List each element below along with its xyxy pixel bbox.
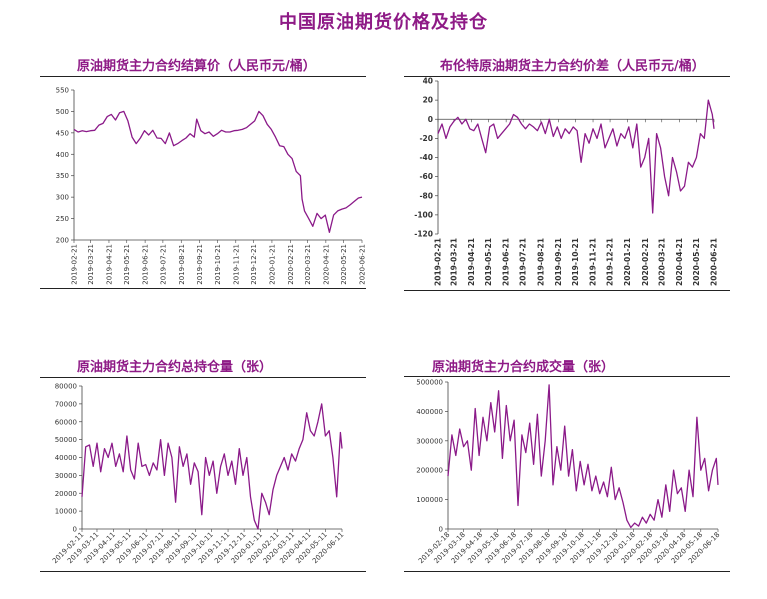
y-tick-label: -40 bbox=[419, 153, 433, 162]
x-tick-label: 2019-06-21 bbox=[142, 244, 150, 285]
series-line bbox=[81, 403, 343, 530]
y-tick-label: 300 bbox=[56, 194, 69, 202]
x-tick-label: 2019-02-21 bbox=[434, 238, 443, 286]
y-tick-label: -60 bbox=[419, 172, 433, 181]
y-tick-label: -120 bbox=[414, 230, 433, 239]
settle-bottom-rule bbox=[40, 288, 366, 289]
x-tick-label: 2019-04-21 bbox=[105, 244, 113, 285]
y-tick-label: -100 bbox=[414, 210, 433, 219]
x-tick-label: 2019-07-21 bbox=[159, 244, 167, 285]
x-tick-label: 2019-03-21 bbox=[87, 244, 95, 285]
volume-title-rule bbox=[404, 376, 730, 377]
y-tick-label: 0 bbox=[73, 526, 77, 534]
x-tick-label: 2019-03-21 bbox=[449, 238, 458, 286]
y-tick-label: 200 bbox=[56, 237, 69, 245]
y-tick-label: 400 bbox=[56, 151, 69, 159]
x-tick-label: 2020-01-21 bbox=[268, 244, 276, 285]
x-tick-label: 2020-03-21 bbox=[304, 244, 312, 285]
series-line bbox=[447, 384, 719, 529]
x-tick-label: 2019-07-21 bbox=[519, 238, 528, 286]
y-tick-label: 400000 bbox=[416, 408, 443, 416]
y-tick-label: 20000 bbox=[55, 490, 77, 498]
x-tick-label: 2020-04-21 bbox=[675, 238, 684, 286]
page-title: 中国原油期货价格及持仓 bbox=[279, 12, 488, 33]
x-tick-label: 2019-08-21 bbox=[536, 238, 545, 286]
x-tick-label: 2019-04-21 bbox=[467, 238, 476, 286]
y-tick-label: 550 bbox=[56, 87, 69, 95]
x-tick-label: 2019-12-21 bbox=[250, 244, 258, 285]
x-tick-label: 2019-09-21 bbox=[554, 238, 563, 286]
oi-bottom-rule bbox=[40, 571, 366, 572]
x-tick-label: 2019-05-21 bbox=[484, 238, 493, 286]
y-tick-label: 70000 bbox=[55, 400, 77, 408]
x-tick-label: 2019-02-21 bbox=[71, 244, 79, 285]
x-tick-label: 2020-05-21 bbox=[340, 244, 348, 285]
y-tick-label: 40 bbox=[423, 77, 433, 86]
x-tick-label: 2019-10-21 bbox=[571, 238, 580, 286]
spread-title-rule bbox=[404, 76, 730, 77]
y-tick-label: 40000 bbox=[55, 454, 77, 462]
y-tick-label: 350 bbox=[56, 172, 69, 180]
settle-chart-title: 原油期货主力合约结算价（人民币元/桶） bbox=[77, 59, 316, 74]
y-tick-label: 10000 bbox=[55, 508, 77, 516]
volume-bottom-rule bbox=[404, 571, 730, 572]
y-tick-label: 80000 bbox=[55, 383, 77, 391]
y-tick-label: 500000 bbox=[416, 379, 443, 387]
y-tick-label: -80 bbox=[419, 191, 433, 200]
oi-chart-title: 原油期货主力合约总持仓量（张） bbox=[77, 360, 273, 375]
spread-chart: -120 -100 -80 -60 -40 -20 0 20 40 2019-02-21 2019-… bbox=[414, 77, 719, 286]
x-tick-label: 2020-03-21 bbox=[657, 238, 666, 286]
x-tick-label: 2020-02-21 bbox=[641, 238, 650, 286]
oi-title-rule bbox=[40, 377, 366, 378]
x-tick-label: 2020-06-21 bbox=[710, 238, 719, 286]
x-tick-label: 2019-08-21 bbox=[178, 244, 186, 285]
open-interest-chart: 0 10000 20000 30000 40000 50000 60000 70000 8000… bbox=[51, 383, 345, 566]
y-tick-label: 250 bbox=[56, 215, 69, 223]
x-tick-label: 2020-05-21 bbox=[692, 238, 701, 286]
x-tick-label: 2019-10-21 bbox=[214, 244, 222, 285]
y-tick-label: 300000 bbox=[416, 437, 443, 445]
series-line bbox=[437, 99, 715, 214]
y-tick-label: 100000 bbox=[416, 496, 443, 504]
x-tick-label: 2019-05-21 bbox=[123, 244, 131, 285]
x-tick-label: 2020-04-21 bbox=[322, 244, 330, 285]
y-tick-label: 500 bbox=[56, 108, 69, 116]
x-tick-label: 2019-11-21 bbox=[232, 244, 240, 285]
y-tick-label: -20 bbox=[419, 134, 433, 143]
x-tick-label: 2020-06-21 bbox=[359, 244, 367, 285]
settle-price-chart: 200 250 300 350 400 450 500 550 2019-02-21 2019-0… bbox=[56, 87, 367, 285]
x-tick-label: 2019-06-21 bbox=[502, 238, 511, 286]
y-tick-label: 450 bbox=[56, 129, 69, 137]
y-tick-label: 0 bbox=[428, 115, 433, 124]
y-tick-label: 30000 bbox=[55, 472, 77, 480]
series-line bbox=[73, 110, 363, 233]
settle-title-rule bbox=[40, 76, 366, 77]
x-tick-label: 2020-02-21 bbox=[287, 244, 295, 285]
x-tick-label: 2019-11-21 bbox=[589, 238, 598, 286]
x-tick-label: 2019-09-21 bbox=[196, 244, 204, 285]
y-tick-label: 20 bbox=[423, 96, 433, 105]
spread-chart-title: 布伦特原油期货主力合约价差（人民币元/桶） bbox=[440, 59, 705, 74]
x-tick-label: 2019-12-21 bbox=[606, 238, 615, 286]
volume-chart: 01000002000003000004000005000002019-02-1… bbox=[416, 379, 721, 566]
spread-bottom-rule bbox=[404, 290, 730, 291]
y-tick-label: 0 bbox=[439, 526, 443, 534]
volume-chart-title: 原油期货主力合约成交量（张） bbox=[432, 360, 615, 375]
y-tick-label: 50000 bbox=[55, 436, 77, 444]
x-tick-label: 2020-01-21 bbox=[623, 238, 632, 286]
y-tick-label: 60000 bbox=[55, 418, 77, 426]
y-tick-label: 200000 bbox=[416, 467, 443, 475]
